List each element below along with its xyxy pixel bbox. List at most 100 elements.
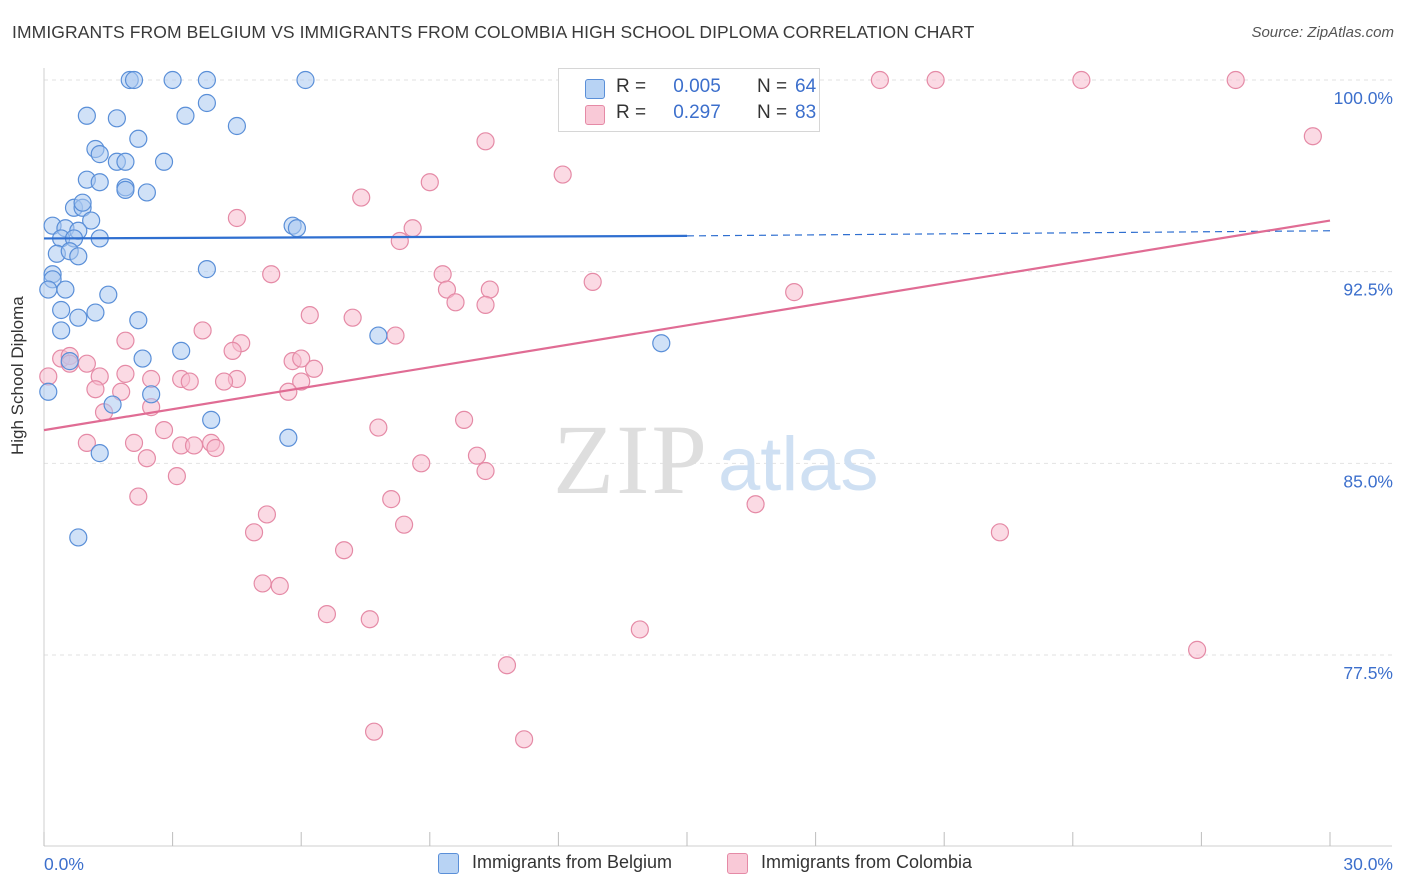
colombia-point: [39, 367, 58, 386]
belgium-point: [129, 311, 148, 330]
belgium-point: [56, 280, 75, 299]
colombia-point: [583, 272, 602, 291]
colombia-point: [124, 433, 144, 452]
belgium-point: [369, 326, 388, 345]
colombia-point: [206, 438, 225, 458]
legend-label-colombia: Immigrants from Colombia: [761, 852, 973, 872]
colombia-point: [1303, 127, 1322, 146]
tick-labels: 77.5% 85.0% 92.5% 100.0% 0.0% 30.0%: [44, 88, 1393, 874]
colombia-point: [476, 295, 495, 314]
y-axis-label: High School Diploma: [8, 296, 27, 455]
colombia-point: [137, 449, 156, 468]
colombia-point: [300, 306, 319, 325]
colombia-point: [515, 730, 534, 749]
belgium-point: [227, 116, 246, 136]
colombia-point: [1188, 640, 1207, 659]
legend-n-value: 83: [795, 102, 817, 123]
colombia-point: [403, 219, 422, 238]
colombia-point: [317, 605, 337, 624]
belgium-point: [137, 183, 156, 202]
belgium-point: [197, 93, 216, 113]
colombia-point: [77, 354, 96, 373]
colombia-point: [420, 173, 439, 192]
colombia-point: [497, 656, 517, 675]
belgium-point: [287, 219, 307, 238]
belgium-swatch: [438, 853, 459, 874]
colombia-point: [86, 380, 105, 399]
belgium-point: [197, 70, 216, 90]
belgium-point: [163, 70, 182, 90]
belgium-point: [90, 444, 109, 463]
belgium-point: [60, 352, 79, 371]
legend-n-label: N =: [757, 76, 788, 97]
colombia-point: [1226, 70, 1245, 90]
belgium-point: [202, 410, 221, 429]
colombia-point: [142, 369, 161, 389]
y-tick-label: 77.5%: [1343, 663, 1393, 683]
colombia-point: [785, 283, 804, 302]
colombia-point: [476, 132, 495, 151]
colombia-point: [394, 515, 414, 534]
belgium-point: [52, 300, 71, 320]
colombia-point: [253, 574, 272, 593]
axes: [43, 68, 1392, 847]
source-label: Source: ZipAtlas.com: [1251, 24, 1394, 41]
belgium-point: [39, 280, 58, 299]
colombia-point: [746, 495, 765, 514]
colombia-point: [77, 433, 96, 452]
series-belgium: [39, 70, 671, 547]
colombia-point: [454, 410, 474, 429]
belgium-point: [103, 395, 122, 414]
colombia-point: [364, 722, 384, 741]
colombia-swatch: [727, 853, 748, 874]
watermark-atlas: atlas: [718, 422, 879, 507]
colombia-point: [553, 165, 572, 184]
belgium-point: [107, 109, 126, 128]
y-tick-label: 85.0%: [1343, 471, 1393, 491]
belgium-point: [172, 341, 191, 360]
colombia-point: [292, 349, 311, 368]
colombia-point: [433, 265, 452, 284]
colombia-point: [270, 576, 289, 596]
belgium-point: [154, 152, 174, 171]
colombia-point: [412, 454, 431, 473]
colombia-point: [227, 208, 246, 228]
legend-r-value: 0.297: [673, 102, 721, 123]
belgium-point: [69, 308, 88, 327]
legend-label-belgium: Immigrants from Belgium: [472, 852, 673, 872]
belgium-point: [90, 145, 109, 164]
colombia-point: [360, 610, 379, 629]
belgium-point: [142, 385, 161, 404]
legend-r-label: R =: [616, 76, 647, 97]
colombia-point: [352, 188, 371, 207]
x-tick-label: 30.0%: [1343, 854, 1393, 874]
belgium-point: [129, 129, 148, 148]
colombia-point: [154, 421, 174, 440]
colombia-point: [129, 487, 148, 506]
colombia-point: [382, 490, 401, 509]
legend-n-label: N =: [757, 102, 788, 123]
belgium-point: [73, 193, 92, 212]
belgium-point: [39, 382, 58, 401]
y-tick-label: 100.0%: [1334, 88, 1393, 108]
chart-title: IMMIGRANTS FROM BELGIUM VS IMMIGRANTS FR…: [12, 22, 975, 42]
belgium-trend-extension: [686, 230, 1331, 237]
colombia-point: [257, 505, 277, 524]
colombia-swatch: [585, 105, 605, 125]
colombia-point: [386, 326, 405, 345]
colombia-point: [116, 331, 135, 350]
belgium-point: [279, 428, 298, 447]
colombia-point: [167, 467, 186, 486]
colombia-point: [446, 293, 465, 312]
colombia-point: [1072, 70, 1091, 90]
belgium-point: [99, 285, 118, 304]
colombia-point: [116, 364, 135, 383]
belgium-point: [133, 349, 152, 368]
y-tick-label: 92.5%: [1343, 280, 1393, 300]
x-tick-label: 0.0%: [44, 854, 84, 874]
grid: [44, 79, 1394, 656]
colombia-trend-line: [43, 219, 1331, 432]
belgium-point: [90, 173, 109, 192]
colombia-point: [262, 265, 281, 284]
